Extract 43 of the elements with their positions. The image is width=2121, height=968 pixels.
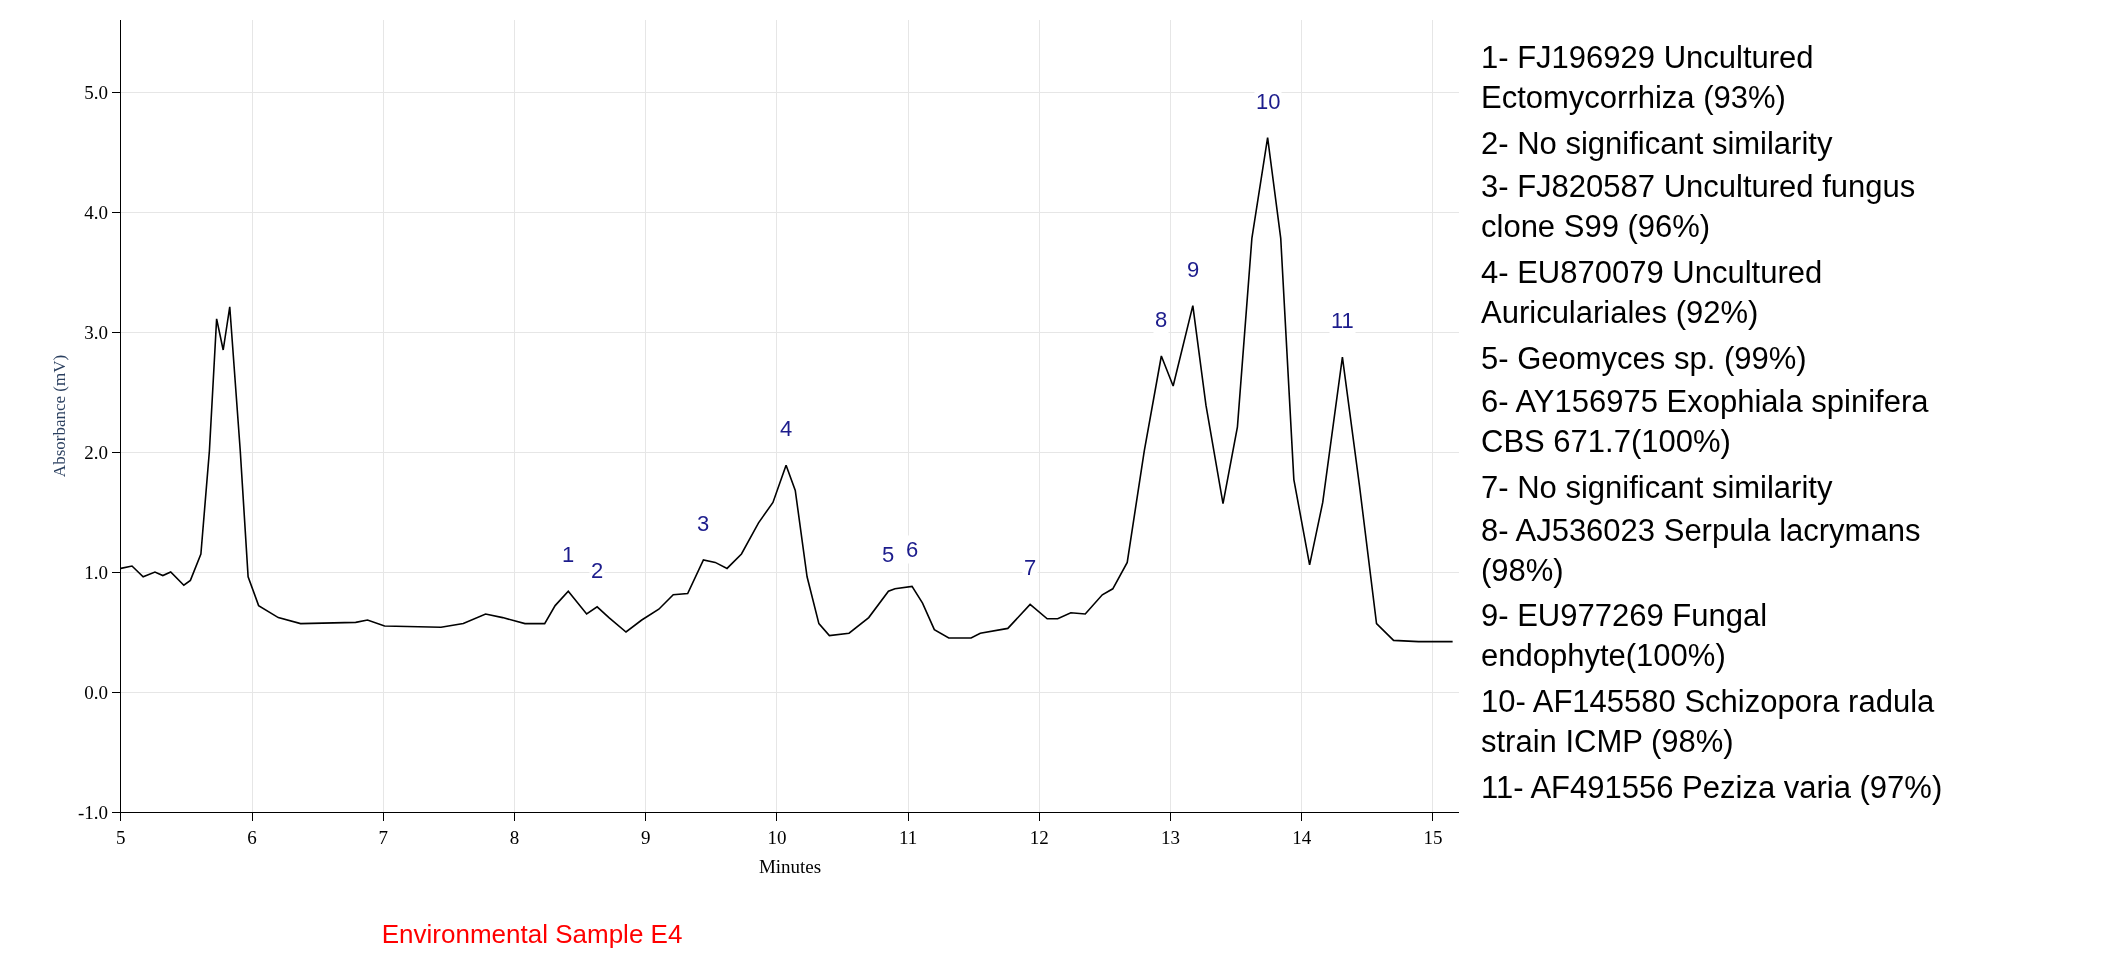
- text: 9- EU977269 Fungal endophyte(100%): [1481, 598, 1768, 674]
- annotation: 3: [697, 511, 710, 536]
- annotation: 9: [1187, 257, 1200, 282]
- y-tick-label: 4.0: [84, 201, 109, 223]
- x-tick-label: 13: [1161, 826, 1181, 848]
- x-tick-label: 11: [898, 826, 918, 848]
- annotation: 2: [591, 558, 604, 583]
- x-tick-label: 14: [1292, 826, 1312, 848]
- y-tick-label: 5.0: [84, 81, 109, 103]
- x-axis-title: Minutes: [758, 855, 822, 877]
- text: 11- AF491556 Peziza varia (97%): [1481, 770, 1943, 805]
- annotation: 1: [562, 542, 575, 567]
- y-tick-label: 1.0: [84, 561, 109, 583]
- text: 6- AY156975 Exophiala spinifera CBS 671.7(100%): [1481, 384, 1930, 460]
- text: 7- No significant similarity: [1481, 470, 1833, 505]
- y-axis-title: Absorbance (mV): [49, 354, 69, 478]
- x-tick-label: 8: [509, 826, 520, 848]
- x-tick-label: 12: [1029, 826, 1049, 848]
- annotation: 11: [1331, 308, 1354, 333]
- text: 5- Geomyces sp. (99%): [1481, 341, 1807, 376]
- x-tick-label: 9: [640, 826, 651, 848]
- annotation: 7: [1024, 555, 1037, 580]
- text: 4- EU870079 Uncultured Auriculariales (92%): [1481, 255, 1823, 331]
- x-tick-label: 7: [378, 826, 389, 848]
- text: Environmental Sample E4: [381, 919, 683, 950]
- annotation: 8: [1155, 307, 1168, 332]
- y-tick-label: 2.0: [84, 441, 109, 463]
- x-tick-label: 6: [247, 826, 257, 848]
- text: 2- No significant similarity: [1481, 126, 1833, 161]
- annotation: 4: [780, 416, 793, 441]
- text: 8- AJ536023 Serpula lacrymans (98%): [1481, 513, 1921, 589]
- annotation: 10: [1256, 89, 1281, 114]
- x-tick-label: 5: [116, 826, 126, 848]
- text: 10- AF145580 Schizopora radula strain ICMP (98%): [1481, 684, 1936, 760]
- text: 1- FJ196929 Uncultured Ectomycorrhiza (93%): [1481, 40, 1814, 116]
- y-tick-label: 3.0: [84, 321, 109, 343]
- x-tick-label: 15: [1423, 826, 1443, 848]
- x-tick-label: 10: [767, 826, 787, 848]
- text: 3- FJ820587 Uncultured fungus clone S99 (96%): [1481, 169, 1916, 245]
- y-tick-label: 0.0: [84, 681, 109, 703]
- annotation: 5: [882, 542, 895, 567]
- y-tick-label: -1.0: [77, 801, 109, 823]
- annotation: 6: [906, 537, 919, 562]
